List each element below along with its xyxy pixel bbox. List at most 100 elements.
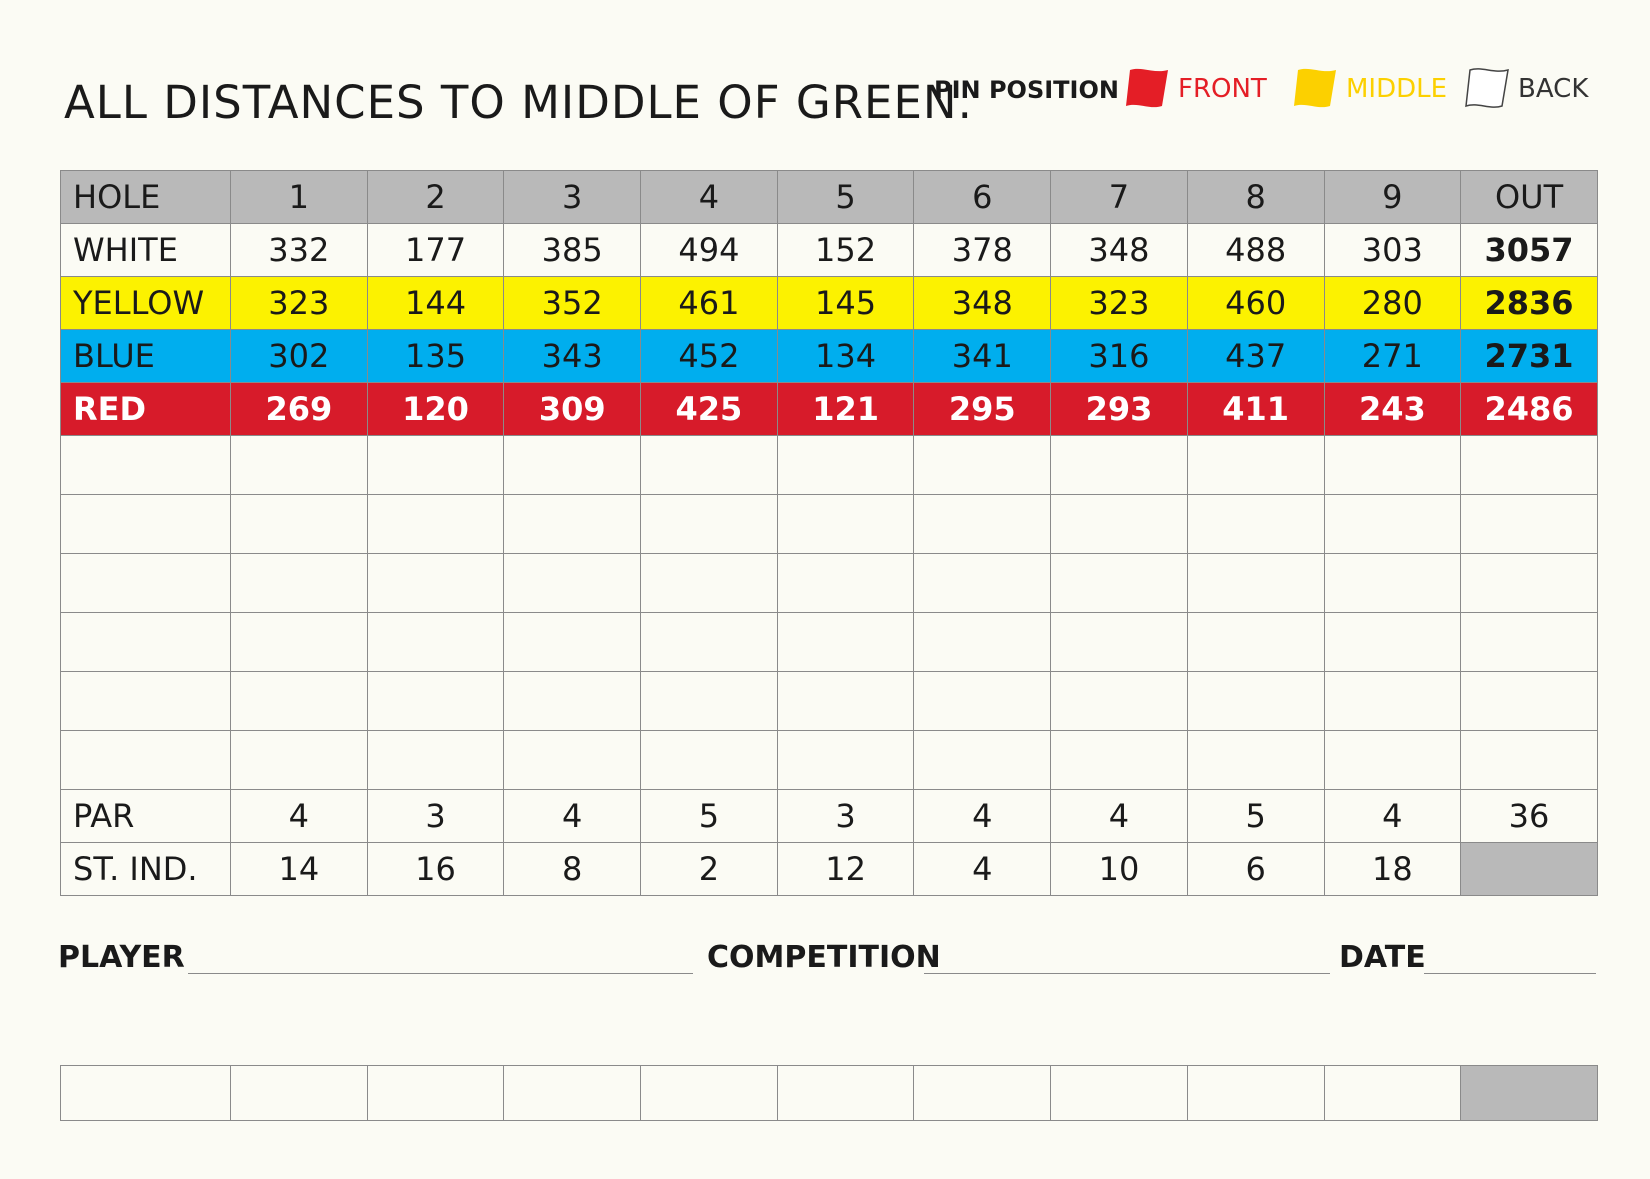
score-cell[interactable] xyxy=(1186,494,1325,554)
score-cell[interactable] xyxy=(230,494,368,554)
player-name-cell[interactable] xyxy=(60,435,231,495)
hole-number: 3 xyxy=(503,170,642,224)
score-cell[interactable] xyxy=(1186,730,1325,790)
score-total-cell[interactable] xyxy=(1460,435,1598,495)
score-cell[interactable] xyxy=(913,671,1052,731)
score-cell[interactable] xyxy=(640,730,778,790)
score-cell[interactable] xyxy=(913,494,1052,554)
score-entry-row xyxy=(60,435,1598,495)
player-field[interactable] xyxy=(188,973,693,974)
blank-cell[interactable] xyxy=(776,1065,915,1121)
score-cell[interactable] xyxy=(503,671,642,731)
par-cell: 4 xyxy=(230,789,368,843)
blank-cell[interactable] xyxy=(640,1065,778,1121)
player-name-cell[interactable] xyxy=(60,553,231,613)
blank-cell[interactable] xyxy=(913,1065,1052,1121)
distance-cell: 341 xyxy=(913,329,1052,383)
player-name-cell[interactable] xyxy=(60,671,231,731)
score-cell[interactable] xyxy=(366,730,505,790)
score-cell[interactable] xyxy=(913,730,1052,790)
score-cell[interactable] xyxy=(640,553,778,613)
pin-middle-label: MIDDLE xyxy=(1346,74,1448,104)
score-cell[interactable] xyxy=(230,730,368,790)
score-total-cell[interactable] xyxy=(1460,494,1598,554)
stroke-index-cell: 2 xyxy=(640,842,778,896)
score-cell[interactable] xyxy=(1186,435,1325,495)
score-total-cell[interactable] xyxy=(1460,730,1598,790)
blank-cell[interactable] xyxy=(230,1065,368,1121)
score-total-cell[interactable] xyxy=(1460,671,1598,731)
competition-field[interactable] xyxy=(924,973,1330,974)
score-cell[interactable] xyxy=(230,553,368,613)
score-cell[interactable] xyxy=(366,671,505,731)
score-cell[interactable] xyxy=(503,435,642,495)
hole-number: 1 xyxy=(230,170,368,224)
middle-flag-icon xyxy=(1294,68,1336,108)
distance-cell: 348 xyxy=(1050,223,1188,277)
distance-cell: 411 xyxy=(1186,382,1325,436)
blank-cell[interactable] xyxy=(1050,1065,1188,1121)
score-cell[interactable] xyxy=(776,612,915,672)
score-cell[interactable] xyxy=(503,553,642,613)
score-cell[interactable] xyxy=(640,494,778,554)
blank-cell[interactable] xyxy=(366,1065,505,1121)
score-cell[interactable] xyxy=(913,612,1052,672)
distance-cell: 378 xyxy=(913,223,1052,277)
score-cell[interactable] xyxy=(366,435,505,495)
score-cell[interactable] xyxy=(366,612,505,672)
score-cell[interactable] xyxy=(640,671,778,731)
score-cell[interactable] xyxy=(1323,553,1462,613)
distance-cell: 303 xyxy=(1323,223,1462,277)
score-cell[interactable] xyxy=(1050,730,1188,790)
score-cell[interactable] xyxy=(1323,494,1462,554)
score-cell[interactable] xyxy=(366,553,505,613)
blank-cell[interactable] xyxy=(503,1065,642,1121)
score-cell[interactable] xyxy=(1323,435,1462,495)
score-cell[interactable] xyxy=(503,612,642,672)
score-cell[interactable] xyxy=(776,494,915,554)
score-cell[interactable] xyxy=(1323,671,1462,731)
score-cell[interactable] xyxy=(1050,494,1188,554)
score-cell[interactable] xyxy=(1050,435,1188,495)
score-cell[interactable] xyxy=(503,494,642,554)
blank-cell[interactable] xyxy=(1186,1065,1325,1121)
score-cell[interactable] xyxy=(1050,553,1188,613)
score-cell[interactable] xyxy=(230,435,368,495)
distance-cell: 323 xyxy=(1050,276,1188,330)
score-cell[interactable] xyxy=(1050,612,1188,672)
blank-cell[interactable] xyxy=(1323,1065,1462,1121)
par-label: PAR xyxy=(60,789,231,843)
score-cell[interactable] xyxy=(913,553,1052,613)
score-cell[interactable] xyxy=(640,612,778,672)
date-field[interactable] xyxy=(1424,973,1596,974)
score-total-cell[interactable] xyxy=(1460,612,1598,672)
score-cell[interactable] xyxy=(776,435,915,495)
player-name-cell[interactable] xyxy=(60,730,231,790)
score-cell[interactable] xyxy=(640,435,778,495)
score-cell[interactable] xyxy=(366,494,505,554)
score-cell[interactable] xyxy=(913,435,1052,495)
score-entry-row xyxy=(60,612,1598,672)
score-cell[interactable] xyxy=(776,553,915,613)
score-cell[interactable] xyxy=(776,671,915,731)
distance-cell: 348 xyxy=(913,276,1052,330)
player-name-cell[interactable] xyxy=(60,612,231,672)
out-header: OUT xyxy=(1460,170,1598,224)
score-cell[interactable] xyxy=(1186,553,1325,613)
score-cell[interactable] xyxy=(230,612,368,672)
par-total: 36 xyxy=(1460,789,1598,843)
score-cell[interactable] xyxy=(1323,612,1462,672)
score-cell[interactable] xyxy=(503,730,642,790)
distance-cell: 460 xyxy=(1186,276,1325,330)
player-name-cell[interactable] xyxy=(60,494,231,554)
score-cell[interactable] xyxy=(1186,671,1325,731)
score-cell[interactable] xyxy=(776,730,915,790)
score-total-cell[interactable] xyxy=(1460,553,1598,613)
distance-cell: 452 xyxy=(640,329,778,383)
score-cell[interactable] xyxy=(1186,612,1325,672)
score-cell[interactable] xyxy=(1050,671,1188,731)
blank-cell[interactable] xyxy=(60,1065,231,1121)
score-cell[interactable] xyxy=(1323,730,1462,790)
score-cell[interactable] xyxy=(230,671,368,731)
tee-name: RED xyxy=(60,382,231,436)
